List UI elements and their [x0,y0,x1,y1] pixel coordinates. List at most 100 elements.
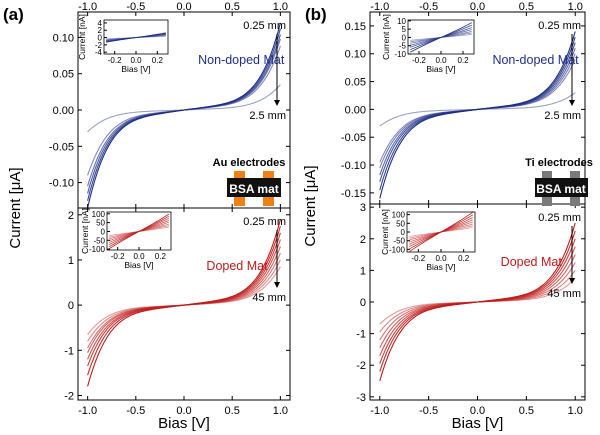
inset-y-tick-label: -100 [389,245,406,254]
gap-arrow-head [274,100,280,106]
y-tick-label: -0.05 [341,132,366,144]
y-tick-label: -0.10 [341,160,366,172]
inset-curve [106,35,166,40]
inset-y-tick-label: 100 [392,211,406,220]
iv-curve-30-mm [87,259,281,342]
plot-a-non-doped: -1.0 -0.5 0.0 0.5 1.0-0.10-0.050.000.050.10C… [7,1,291,249]
panel-letter-a: (a) [3,5,24,24]
device-label-a: BSA mat [229,182,279,196]
inset-curve [409,225,473,239]
y-tick-label: 0.05 [53,69,74,81]
series-title: Non-doped Mat [492,53,579,67]
inset-y-tick-label: -2 [95,41,103,50]
y-tick-label: -1 [64,345,74,357]
y-tick-label: 0.05 [345,77,366,89]
gap-arrow-head [569,278,575,284]
inset-y-tick-label: -10 [394,50,406,59]
iv-curve-2.0-mm [379,59,576,163]
inset-y-label: Current [nA] [77,14,87,60]
inset-x-tick-label: 0.2 [152,56,164,65]
bsa-mat-block [535,178,588,197]
x-tick-label: -1.0 [370,405,389,417]
y-axis-label: Current [μA] [302,165,319,246]
inset-curve [106,35,166,40]
x-axis-label: Bias [V] [452,415,504,432]
inset-x-tick-label: 0.0 [130,56,142,65]
inset-y-tick-label: -50 [93,236,105,245]
x-tick-label: 1.0 [273,405,288,417]
iv-curve-45-mm [87,266,281,335]
inset-y-tick-label: -100 [89,245,106,254]
inset-x-tick-label: -0.2 [411,254,425,263]
plot-a-doped: -1.0 -0.5 0.0 0.5 1.0 2 1 0 -1 -2 Bias [V] Doped Ma… [64,207,291,432]
top-x-tick-label: 1.0 [568,1,583,13]
inset-y-tick-label: 100 [92,210,106,219]
y-tick-label: 1 [360,265,366,277]
bsa-mat-block [227,178,281,197]
inset-y-tick-label: 4 [98,19,103,28]
y-axis-label: Current [μA] [7,167,24,248]
x-tick-label: 0.0 [470,405,485,417]
inset-plot: -0.2 0.0 0.2 420-2-4 Bias [V] Current [nA] [77,14,169,74]
inset-y-tick-label: -50 [393,237,405,246]
inset-x-tick-label: 0.2 [458,254,470,263]
inset-frame [103,19,169,55]
inset-curve [410,34,472,41]
x-tick-label: 0.5 [519,405,534,417]
inset-x-label: Bias [V] [426,64,455,74]
iv-curve-2.5-mm [87,84,281,133]
inset-x-tick-label: 0.0 [435,254,447,263]
x-tick-label: 1.0 [568,405,583,417]
inset-y-tick-label: 5 [402,25,407,34]
inset-x-tick-label: 0.0 [133,252,145,261]
gap-label-bottom: 45 mm [547,288,581,300]
inset-curve [410,32,472,43]
gap-label-bottom: 45 mm [252,292,286,304]
inset-x-tick-label: -0.2 [412,56,426,65]
panel-letter-b: (b) [305,5,327,24]
x-tick-label: -0.5 [126,405,145,417]
inset-x-tick-label: 0.0 [435,56,447,65]
y-tick-label: -2 [64,390,74,402]
gap-label-top: 0.25 mm [538,20,581,32]
device-schematic-a: Au electrodes BSA mat [213,157,286,206]
inset-y-tick-label: -5 [399,42,407,51]
inset-x-label: Bias [V] [426,262,455,272]
inset-y-tick-label: 0 [98,34,103,43]
x-tick-label: 0.5 [225,405,240,417]
inset-x-label: Bias [V] [124,260,153,270]
inset-y-tick-label: 2 [98,26,103,35]
iv-curve-20-mm [379,262,576,341]
inset-y-tick-label: 50 [96,219,105,228]
y-tick-label: -0.05 [49,141,74,153]
gap-arrow-head [274,282,280,288]
x-axis-label: Bias [V] [158,415,210,432]
electrode-label-b: Ti electrodes [525,157,593,169]
inset-y-tick-label: 0 [402,33,407,42]
electrode-label-a: Au electrodes [213,157,286,169]
inset-y-tick-label: -4 [95,48,103,57]
device-label-b: BSA mat [536,182,586,196]
x-tick-label: 0.0 [176,405,191,417]
series-title: Doped Mat [206,259,268,273]
y-tick-label: -2 [356,360,366,372]
y-tick-label: 0.10 [53,32,74,44]
inset-y-label: Current [nA] [380,209,390,255]
inset-x-label: Bias [V] [121,64,150,74]
top-x-tick-label: -0.5 [419,1,438,13]
gap-label-top: 0.25 mm [538,212,581,224]
y-tick-label: 0.10 [345,49,366,61]
y-tick-label: 1 [68,255,74,267]
inset-y-label: Current [nA] [80,208,90,254]
iv-curve-45-mm [379,277,576,325]
y-tick-label: -0.10 [49,178,74,190]
y-tick-label: 2 [360,234,366,246]
device-schematic-b: Ti electrodes BSA mat [525,157,593,206]
gap-arrow-head [569,100,575,106]
y-tick-label: -0.15 [341,188,366,200]
inset-curve [109,225,169,238]
iv-curve-1.5-mm [87,45,281,176]
y-tick-label: -3 [356,392,366,404]
top-x-tick-label: -1.0 [370,1,389,13]
